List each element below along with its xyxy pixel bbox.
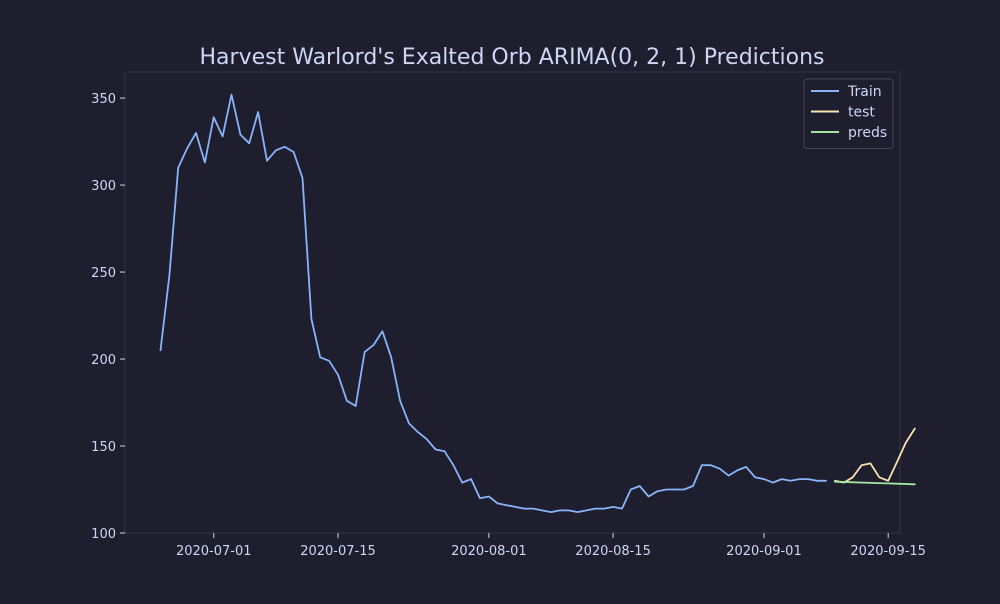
- series-layer: [159, 93, 916, 513]
- series-line-preds: [834, 480, 916, 486]
- legend-label: preds: [848, 125, 887, 141]
- x-tick-label: 2020-09-15: [850, 544, 926, 559]
- series-line-test: [834, 427, 916, 484]
- x-tick-label: 2020-09-01: [726, 544, 802, 559]
- chart-title: Harvest Warlord's Exalted Orb ARIMA(0, 2…: [200, 45, 825, 70]
- y-axis: 100 150 200 250 300 350: [91, 92, 125, 542]
- legend-label: Train: [847, 84, 882, 100]
- x-tick-label: 2020-07-01: [176, 544, 252, 559]
- legend-label: test: [848, 105, 875, 121]
- y-tick-label: 350: [91, 92, 116, 107]
- y-tick-label: 150: [91, 440, 116, 455]
- y-tick-label: 250: [91, 266, 116, 281]
- x-tick-label: 2020-08-01: [451, 544, 527, 559]
- y-tick-label: 200: [91, 353, 116, 368]
- y-tick-label: 100: [91, 527, 116, 542]
- y-tick-label: 300: [91, 179, 116, 194]
- x-tick-label: 2020-08-15: [575, 544, 651, 559]
- x-tick-label: 2020-07-15: [300, 544, 376, 559]
- x-axis: 2020-07-01 2020-07-15 2020-08-01 2020-08-15…: [176, 533, 926, 559]
- plot-area: [124, 71, 901, 534]
- legend: Train test preds: [803, 78, 894, 149]
- series-line-train: [159, 93, 827, 513]
